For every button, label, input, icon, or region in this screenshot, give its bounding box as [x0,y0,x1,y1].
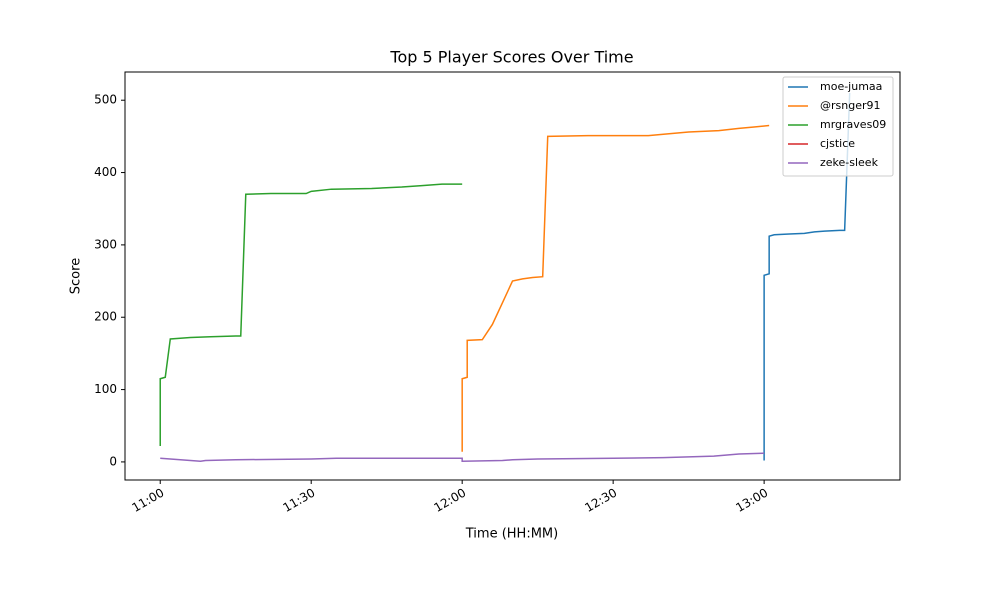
plot-frame [124,71,901,481]
plot-lines [159,92,851,462]
y-tick-label: 100 [94,382,117,396]
y-axis-label: Score [69,258,84,294]
series-line [159,183,463,446]
x-tick-label: 11:30 [280,486,317,515]
legend-label: moe-jumaa [820,80,882,93]
x-tick-label: 13:00 [733,486,770,515]
legend-label: mrgraves09 [820,118,886,131]
x-tick-label: 11:00 [130,486,167,515]
legend-label: zeke-sleek [820,156,879,169]
y-tick-label: 500 [94,93,117,107]
y-tick-label: 400 [94,165,117,179]
x-axis-label: Time (HH:MM) [465,527,558,542]
y-tick-label: 0 [109,454,117,468]
chart-title: Top 5 Player Scores Over Time [389,48,633,67]
legend-label: cjstice [820,137,855,150]
y-tick-label: 300 [94,237,117,251]
legend-box [782,76,894,177]
legend-label: @rsnger91 [820,99,881,112]
x-tick-label: 12:00 [431,486,468,515]
series-line [160,452,765,462]
y-tick-label: 200 [94,310,117,324]
x-tick-label: 12:30 [582,486,619,515]
series-line [461,124,770,452]
series-line [763,92,851,461]
